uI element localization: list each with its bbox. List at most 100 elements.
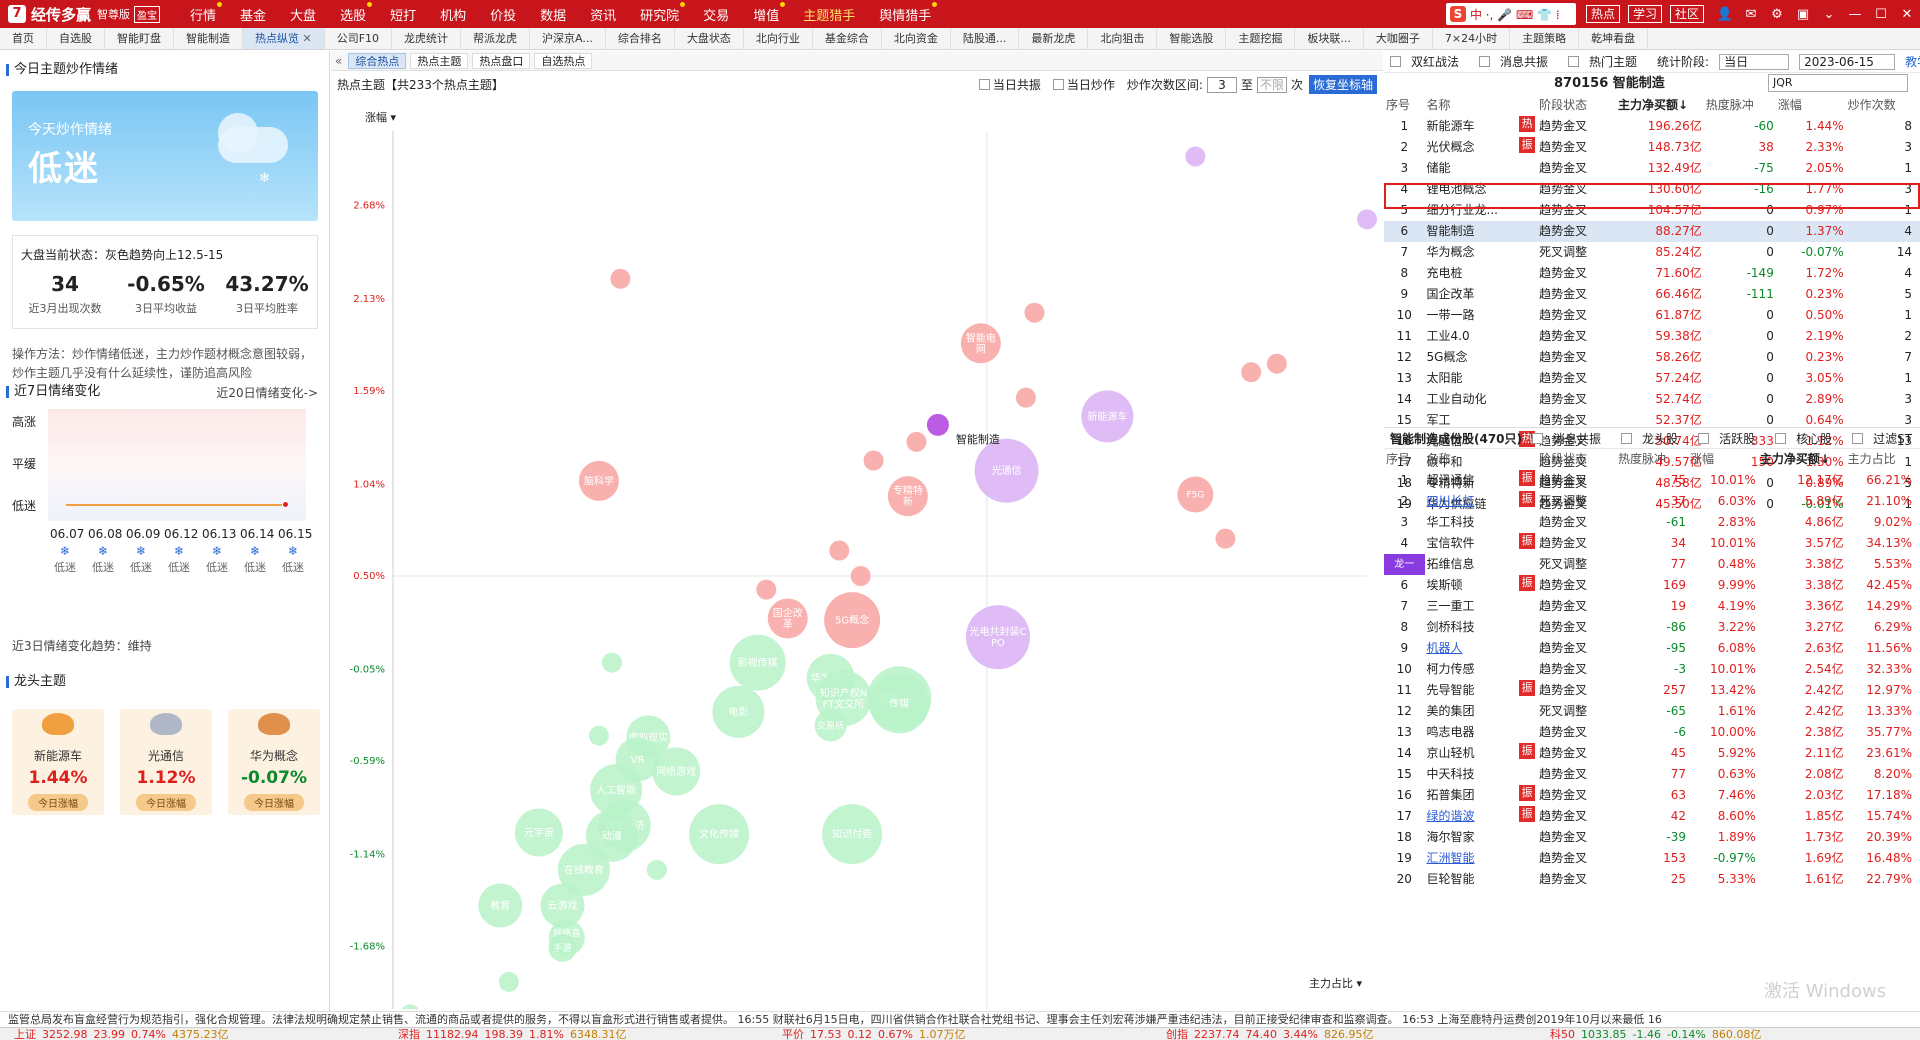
- table-row[interactable]: 13 鸣志电器 趋势金叉 -6 10.00% 2.38亿 35.77%: [1384, 722, 1920, 743]
- center-tab[interactable]: 自选热点: [534, 52, 593, 69]
- bubble-topic[interactable]: [601, 652, 622, 673]
- bubble-topic[interactable]: [610, 268, 631, 289]
- bubble-国企改革[interactable]: 国企改革: [767, 598, 808, 639]
- bubble-circle[interactable]: [924, 411, 951, 438]
- collapse-icon[interactable]: «: [335, 53, 343, 68]
- menu-item[interactable]: 资讯: [590, 8, 617, 24]
- bubble-文化传媒[interactable]: 文化传媒: [689, 804, 750, 865]
- bubble-circle[interactable]: [478, 883, 523, 928]
- table-row[interactable]: 7 三一重工 趋势金叉 19 4.19% 3.36亿 14.29%: [1384, 596, 1920, 617]
- table-row[interactable]: 8 剑桥科技 趋势金叉 -86 3.22% 3.27亿 6.29%: [1384, 617, 1920, 638]
- table-row[interactable]: 17 碳中和 趋势金叉 49.57亿 150 1.30% 1: [1384, 452, 1920, 473]
- bubble-topic[interactable]: [863, 450, 884, 471]
- table-row[interactable]: 19 华为供应链 趋势金叉 45.50亿 0 -0.01% 1: [1384, 494, 1920, 515]
- bubble-topic[interactable]: [1185, 146, 1206, 167]
- menu-item[interactable]: 基金: [240, 8, 267, 24]
- table-row[interactable]: 1 新能源车 热趋势金叉 196.26亿 -60 1.44% 8: [1384, 116, 1920, 137]
- col-header[interactable]: 炒作次数: [1847, 98, 1896, 112]
- bubble-circle[interactable]: [863, 450, 884, 471]
- skin-icon[interactable]: ▣: [1796, 6, 1810, 22]
- bubble-topic[interactable]: [1357, 209, 1377, 230]
- news-resonance-checkbox[interactable]: [1479, 56, 1491, 67]
- bubble-circle[interactable]: [869, 673, 930, 734]
- bubble-网络游戏[interactable]: 网络游戏: [652, 747, 701, 796]
- bubble-circle[interactable]: [601, 652, 622, 673]
- menu-item[interactable]: 大盘: [290, 8, 317, 24]
- col-header[interactable]: 主力净买额↓: [1617, 98, 1688, 112]
- table-row[interactable]: 10 一带一路 趋势金叉 61.87亿 0 0.50% 1: [1384, 305, 1920, 326]
- table-row[interactable]: 3 华工科技 趋势金叉 -61 2.83% 4.86亿 9.02%: [1384, 512, 1920, 533]
- menu-item[interactable]: 行情: [178, 1, 228, 24]
- table-row[interactable]: 4 锂电池概念 趋势金叉 130.60亿 -16 1.77% 3: [1384, 179, 1920, 200]
- bubble-topic[interactable]: [906, 431, 927, 452]
- gear-icon[interactable]: ⚙: [1771, 6, 1783, 22]
- col-header[interactable]: 主力净买额↓: [1759, 452, 1830, 466]
- resonance-checkbox[interactable]: [978, 79, 990, 90]
- tab-item[interactable]: 大盘状态: [675, 28, 744, 49]
- col-header[interactable]: 名称: [1426, 452, 1451, 466]
- bubble-circle[interactable]: [974, 438, 1039, 503]
- close-icon[interactable]: ✕: [1901, 6, 1913, 22]
- tab-item[interactable]: 大咖圈子: [1364, 28, 1433, 49]
- range-max-input[interactable]: 不限: [1256, 76, 1287, 93]
- dragon-button[interactable]: 今日涨幅: [136, 794, 196, 811]
- bubble-云游戏[interactable]: 云游戏: [540, 883, 585, 928]
- bubble-circle[interactable]: [965, 605, 1030, 670]
- maximize-icon[interactable]: ☐: [1875, 6, 1887, 22]
- tab-item[interactable]: 智能制造: [174, 28, 243, 49]
- bubble-topic[interactable]: [1215, 528, 1236, 549]
- bubble-circle[interactable]: [756, 579, 777, 600]
- table-row[interactable]: 4 宝信软件 振趋势金叉 34 10.01% 3.57亿 34.13%: [1384, 533, 1920, 554]
- sub-news-checkbox[interactable]: [1532, 432, 1544, 444]
- bubble-circle[interactable]: [652, 747, 701, 796]
- bubble-circle[interactable]: [824, 592, 881, 649]
- bubble-脑科学[interactable]: 脑科学: [578, 460, 619, 501]
- bubble-circle[interactable]: [712, 685, 765, 738]
- range-min-input[interactable]: 3: [1206, 76, 1237, 93]
- table-row[interactable]: 6 埃斯顿 振趋势金叉 169 9.99% 3.38亿 42.45%: [1384, 575, 1920, 596]
- hot-button[interactable]: 热点: [1585, 5, 1620, 23]
- app-logo[interactable]: 7 经传多赢 智尊版 盈宝: [0, 0, 178, 28]
- menu-item[interactable]: 研究院: [628, 1, 691, 24]
- bubble-circle[interactable]: [829, 540, 850, 561]
- bubble-教育[interactable]: 教育: [478, 883, 523, 928]
- menu-item[interactable]: 机构: [440, 8, 467, 24]
- tab-item[interactable]: 热点纵览 ✕: [243, 28, 325, 49]
- bubble-circle[interactable]: [1024, 302, 1045, 323]
- bubble-topic[interactable]: [829, 540, 850, 561]
- tab-item[interactable]: 龙虎统计: [392, 28, 462, 49]
- bubble-topic[interactable]: [1266, 353, 1287, 374]
- tab-item[interactable]: 板块联...: [1295, 28, 1364, 49]
- reset-axis-button[interactable]: 恢复坐标轴: [1308, 75, 1377, 94]
- bubble-chart[interactable]: -5.43%-2.91%-0.40%2.11%4.63%7.14%9.66%12…: [331, 97, 1383, 1009]
- col-header[interactable]: 涨幅: [1777, 98, 1802, 112]
- date-picker[interactable]: 2023-06-15: [1799, 53, 1896, 70]
- bubble-circle[interactable]: [689, 804, 750, 865]
- col-header[interactable]: 序号: [1386, 452, 1411, 466]
- bubble-topic[interactable]: [1241, 362, 1262, 383]
- bubble-专精特新[interactable]: 专精特新: [887, 476, 928, 517]
- tab-item[interactable]: 北向狙击: [1088, 28, 1158, 49]
- bubble-circle[interactable]: [729, 634, 786, 691]
- table-row[interactable]: 2 光伏概念 振趋势金叉 148.73亿 38 2.33% 3: [1384, 137, 1920, 158]
- leader-checkbox[interactable]: [1621, 432, 1633, 444]
- col-header[interactable]: 阶段状态: [1539, 452, 1588, 466]
- table-row[interactable]: 15 中天科技 趋势金叉 77 0.63% 2.08亿 8.20%: [1384, 764, 1920, 785]
- active-checkbox[interactable]: [1698, 432, 1710, 444]
- col-header[interactable]: 阶段状态: [1539, 98, 1588, 112]
- table-row[interactable]: 8 充电桩 趋势金叉 71.60亿 -149 1.72% 4: [1384, 263, 1920, 284]
- bubble-topic[interactable]: [498, 971, 519, 992]
- bubble-5G概念[interactable]: 5G概念: [824, 592, 881, 649]
- community-button[interactable]: 社区: [1669, 5, 1704, 23]
- tab-item[interactable]: 北向行业: [744, 28, 813, 49]
- table-row[interactable]: 11 工业4.0 趋势金叉 59.38亿 0 2.19% 2: [1384, 326, 1920, 347]
- tab-item[interactable]: 帮派龙虎: [461, 28, 531, 49]
- tab-item[interactable]: 基金综合: [813, 28, 882, 49]
- table-row[interactable]: 17 绿的谐波 振趋势金叉 42 8.60% 1.85亿 15.74%: [1384, 806, 1920, 827]
- bubble-circle[interactable]: [850, 566, 871, 586]
- menu-item[interactable]: 交易: [703, 8, 730, 24]
- hype-checkbox[interactable]: [1052, 79, 1064, 90]
- tab-item[interactable]: 自选股: [47, 28, 105, 49]
- table-row[interactable]: 10 柯力传感 趋势金叉 -3 10.01% 2.54亿 32.33%: [1384, 659, 1920, 680]
- bubble-circle[interactable]: [1241, 362, 1262, 383]
